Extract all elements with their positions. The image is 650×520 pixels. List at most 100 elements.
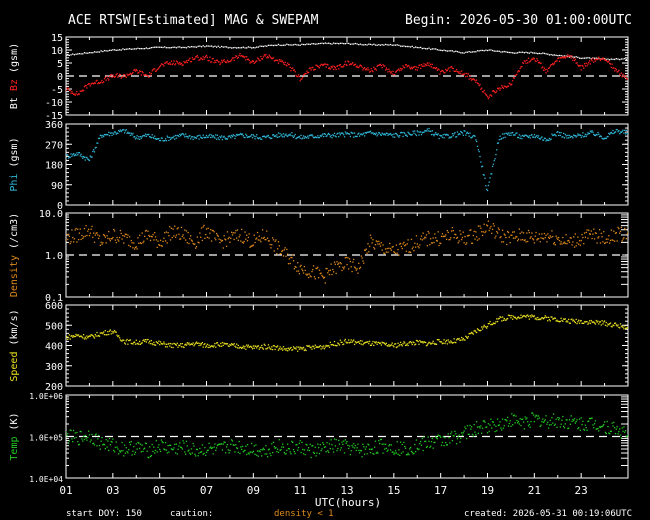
data-point [450,431,453,433]
data-point [353,266,356,268]
data-point [326,267,328,270]
data-point [377,64,379,66]
data-point [333,438,336,440]
data-point [298,348,301,350]
data-point [373,446,376,448]
data-point [91,156,93,158]
data-point [450,136,452,139]
data-point [471,51,474,53]
data-point [238,54,240,57]
data-point [515,236,517,238]
data-point [607,425,609,428]
data-point [444,235,446,238]
data-point [491,232,493,234]
data-point [587,63,589,65]
data-point [180,62,183,65]
data-point [430,130,432,132]
data-point [103,78,106,80]
data-point [89,441,91,443]
data-point [403,131,405,134]
data-point [499,236,501,239]
data-point [73,437,76,439]
data-point [72,153,75,155]
data-point [592,131,594,133]
data-point [559,57,561,59]
data-point [504,136,506,139]
data-point [96,79,98,82]
data-point [382,64,384,66]
data-point [379,342,381,345]
data-point [194,137,196,139]
data-point [436,69,439,71]
data-point [170,346,173,348]
data-point [122,234,124,237]
data-point [317,136,320,139]
data-point [215,449,217,451]
data-point [487,97,490,100]
data-point [230,439,233,441]
data-point [537,238,539,240]
data-point [90,156,92,158]
data-point [78,335,81,338]
data-point [108,437,111,440]
data-point [538,61,541,64]
data-point [304,72,306,75]
data-point [216,341,219,344]
data-point [384,43,387,46]
data-point [98,334,100,337]
data-point [167,231,169,234]
data-point [102,332,104,335]
data-point [587,57,589,59]
data-point [119,339,122,341]
data-point [569,55,571,57]
data-point [593,322,596,324]
data-point [443,49,445,51]
data-point [385,251,388,253]
data-point [301,138,303,140]
data-point [79,90,81,92]
data-point [192,138,194,141]
data-point [184,136,186,138]
data-point [343,136,346,138]
data-point [150,454,153,457]
data-point [419,339,421,342]
data-point [205,345,208,347]
data-point [150,137,153,139]
data-point [488,181,490,183]
data-point [213,345,215,347]
data-point [575,420,577,423]
data-point [563,55,566,57]
data-point [485,94,487,96]
data-point [407,452,409,454]
data-point [457,338,459,340]
data-point [501,320,503,322]
data-point [486,224,488,226]
data-point [260,346,262,349]
data-point [210,61,212,63]
data-point [278,439,280,441]
data-point [364,341,367,344]
data-point [352,132,354,134]
data-point [84,235,86,237]
data-point [76,241,78,243]
data-point [252,134,255,136]
data-point [578,418,581,420]
data-point [519,232,521,235]
data-point [149,235,151,238]
data-point [127,452,129,454]
data-point [207,45,209,47]
data-point [115,241,117,244]
data-point [241,346,244,349]
data-point [146,238,148,240]
data-point [501,84,503,87]
data-point [605,238,607,240]
data-point [560,423,562,425]
data-point [328,270,330,272]
data-point [572,241,574,243]
data-point [239,346,241,349]
data-point [468,433,470,435]
data-point [266,456,269,458]
data-point [148,234,150,237]
data-point [496,230,498,233]
